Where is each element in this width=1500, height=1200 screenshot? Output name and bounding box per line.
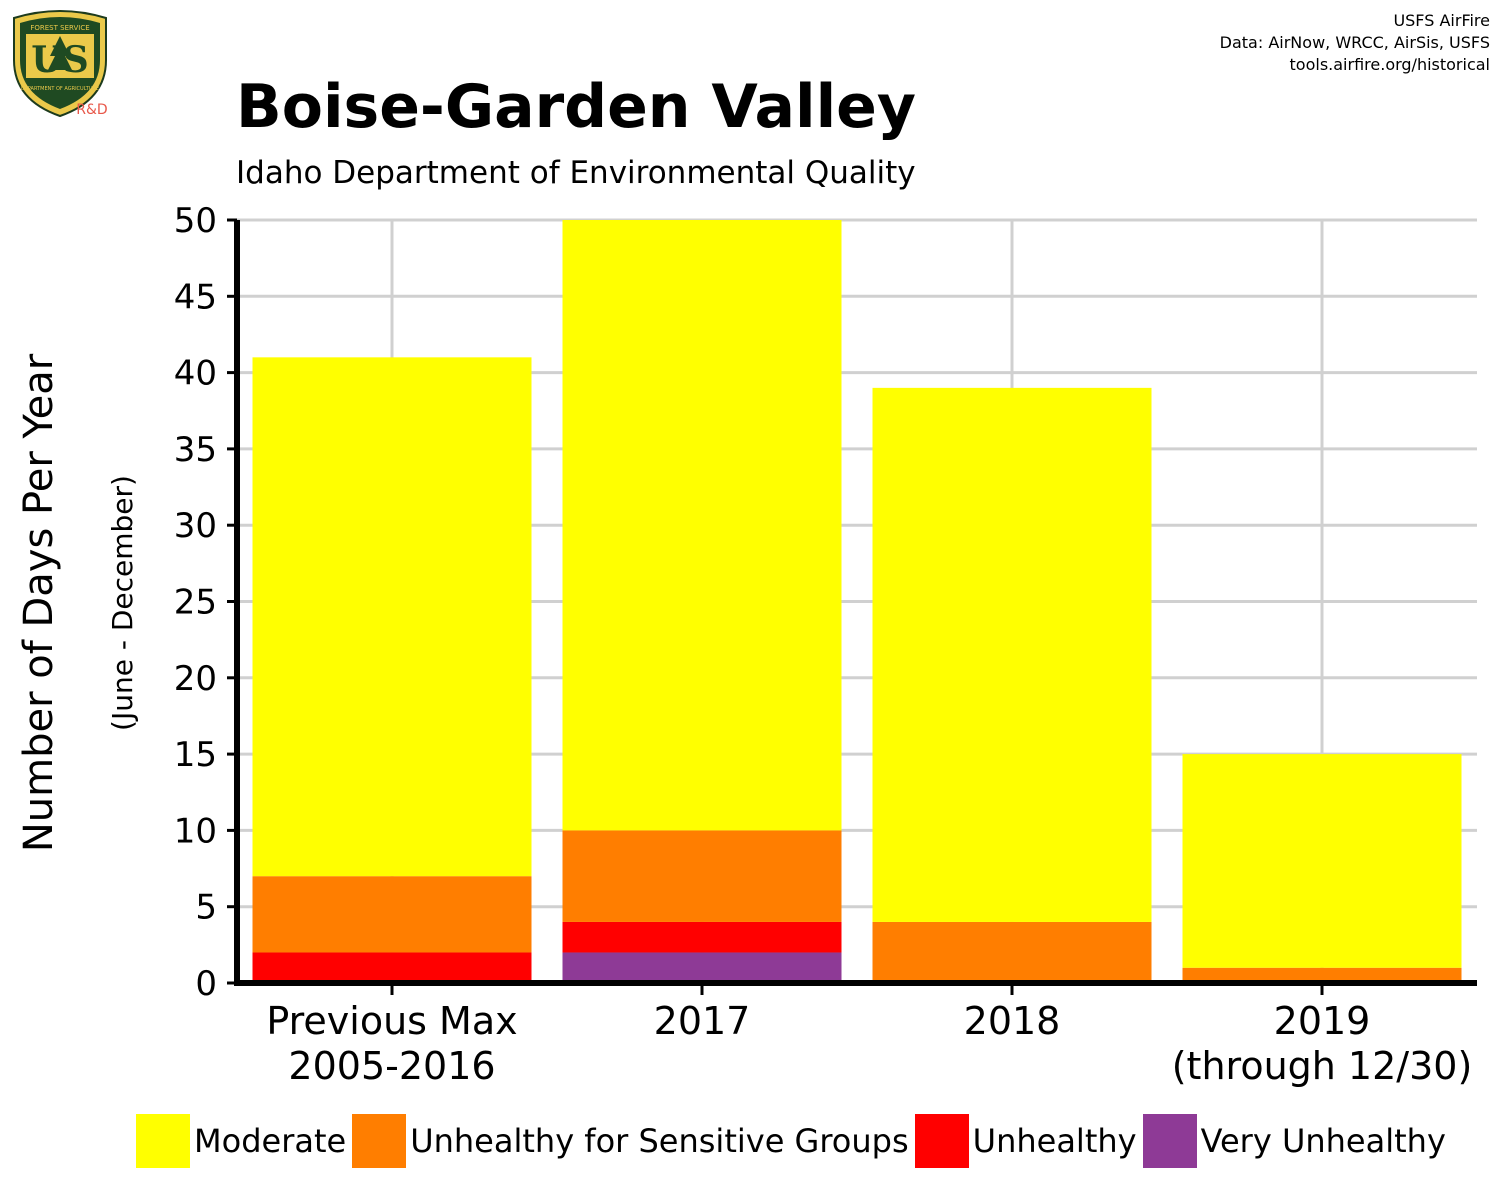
bar-segment bbox=[562, 220, 842, 831]
y-tick-label: 35 bbox=[174, 430, 217, 470]
logo-top-text: FOREST SERVICE bbox=[30, 24, 89, 32]
bar-segment bbox=[562, 830, 842, 922]
logo-badge: R&D bbox=[76, 102, 107, 118]
y-tick-label: 0 bbox=[195, 964, 217, 1004]
legend-swatch bbox=[352, 1114, 407, 1168]
x-tick-label: 2019 bbox=[1274, 999, 1371, 1043]
forest-service-logo: US FOREST SERVICE DEPARTMENT OF AGRICULT… bbox=[13, 10, 108, 118]
y-tick-label: 15 bbox=[174, 735, 217, 775]
y-tick-label: 30 bbox=[174, 506, 217, 546]
y-axis-sublabel: (June - December) bbox=[106, 475, 139, 731]
x-tick-label: 2018 bbox=[964, 999, 1061, 1043]
legend-item: Very Unhealthy bbox=[1142, 1114, 1446, 1168]
legend-label: Unhealthy bbox=[972, 1122, 1137, 1160]
x-tick-label: 2005-2016 bbox=[288, 1044, 495, 1088]
legend: Moderate Unhealthy for Sensitive Groups Un… bbox=[136, 1113, 1452, 1169]
legend-label: Unhealthy for Sensitive Groups bbox=[410, 1122, 909, 1160]
y-tick-label: 45 bbox=[174, 277, 217, 317]
bar-segment bbox=[1182, 967, 1462, 983]
bar-segment bbox=[872, 921, 1152, 983]
credit-line: tools.airfire.org/historical bbox=[1289, 55, 1490, 74]
x-tick-label: 2017 bbox=[654, 999, 751, 1043]
y-tick-label: 10 bbox=[174, 811, 217, 851]
legend-swatch bbox=[914, 1114, 969, 1168]
credit-line: USFS AirFire bbox=[1393, 11, 1490, 30]
legend-item: Unhealthy bbox=[914, 1114, 1137, 1168]
tree-icon bbox=[48, 36, 72, 70]
bar-segment bbox=[252, 357, 532, 877]
y-tick-label: 50 bbox=[174, 201, 217, 241]
bar-chart: 0 5 10 15 20 25 30 35 40 45 50 Previous Max2005-201… bbox=[16, 201, 1477, 1088]
bar-segment bbox=[252, 876, 532, 953]
x-tick-label: Previous Max bbox=[266, 999, 517, 1043]
credits: USFS AirFire Data: AirNow, WRCC, AirSis,… bbox=[1220, 10, 1490, 76]
logo-bottom-text: DEPARTMENT OF AGRICULTURE bbox=[21, 86, 99, 92]
bar-segment bbox=[562, 921, 842, 953]
credit-line: Data: AirNow, WRCC, AirSis, USFS bbox=[1219, 33, 1490, 52]
legend-swatch bbox=[1142, 1114, 1197, 1168]
y-tick-label: 40 bbox=[174, 354, 217, 394]
chart-subtitle: Idaho Department of Environmental Qualit… bbox=[236, 155, 916, 191]
chart-title: Boise-Garden Valley bbox=[236, 72, 916, 142]
legend-label: Moderate bbox=[194, 1122, 347, 1160]
legend-label: Very Unhealthy bbox=[1200, 1122, 1446, 1160]
y-tick-label: 25 bbox=[174, 583, 217, 623]
y-tick-label: 5 bbox=[195, 888, 217, 928]
x-tick-label: (through 12/30) bbox=[1172, 1044, 1473, 1088]
legend-swatch bbox=[136, 1114, 190, 1168]
bar-segment bbox=[872, 387, 1152, 922]
legend-item: Moderate bbox=[136, 1114, 346, 1168]
bar-segment bbox=[252, 952, 532, 983]
legend-item: Unhealthy for Sensitive Groups bbox=[352, 1114, 909, 1168]
bar-segment bbox=[1182, 754, 1462, 968]
y-axis-label: Number of Days Per Year bbox=[16, 353, 62, 852]
bar-segment bbox=[562, 952, 842, 983]
y-tick-label: 20 bbox=[174, 659, 217, 699]
